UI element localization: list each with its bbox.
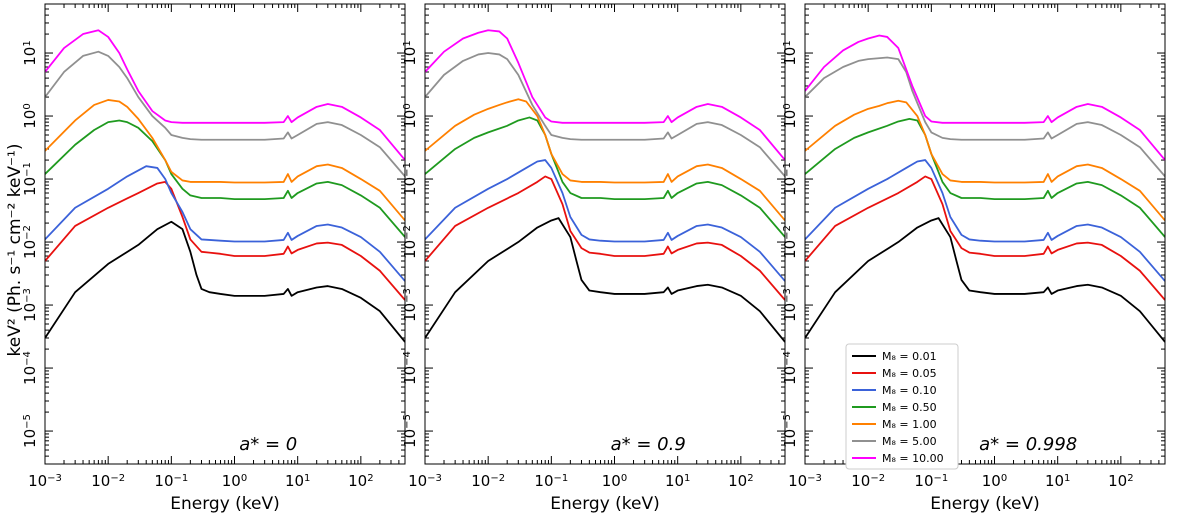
- series-line: [805, 56, 1165, 178]
- x-tick-label: 100: [602, 472, 627, 490]
- legend-box: [845, 343, 959, 470]
- y-axis-label: keV² (Ph. s⁻¹ cm⁻² keV⁻¹): [5, 144, 25, 357]
- y-tick-label: 10−5: [781, 414, 799, 448]
- series-line: [45, 220, 405, 343]
- y-tick-label: 10−1: [401, 162, 419, 196]
- x-tick-label: 101: [1045, 472, 1070, 490]
- y-tick-label: 10−2: [781, 225, 799, 259]
- y-tick-label: 100: [21, 103, 39, 128]
- y-tick-label: 10−3: [781, 288, 799, 322]
- legend-label: M₈ = 0.10: [882, 384, 937, 397]
- series-line: [425, 52, 785, 178]
- panel-frame: [804, 3, 1166, 465]
- series-line: [425, 217, 785, 343]
- x-tick-label: 10−3: [28, 472, 62, 490]
- x-tick-label: 102: [348, 472, 373, 490]
- series-group: [425, 29, 785, 343]
- y-tick-label: 10−1: [781, 162, 799, 196]
- y-tick-label: 10−4: [401, 351, 419, 385]
- series-line: [425, 29, 785, 161]
- y-tick-label: 10−3: [401, 288, 419, 322]
- panel-frame: [424, 3, 786, 465]
- series-line: [805, 34, 1165, 161]
- panel-frame: [44, 3, 406, 465]
- panel-2: 10−3 10−2 10−1 100 101 102 10−5 10−4 10−3 10−2 10−…: [401, 3, 786, 514]
- series-line: [425, 175, 785, 301]
- y-tick-label: 101: [781, 40, 799, 65]
- x-tick-label: 10−2: [91, 472, 125, 490]
- y-tick-label: 10−5: [401, 414, 419, 448]
- legend-label: M₈ = 0.50: [882, 401, 937, 414]
- panel-annotation: a* = 0: [239, 434, 297, 455]
- y-tick-label: 101: [401, 40, 419, 65]
- y-tick-label: 100: [401, 103, 419, 128]
- y-tick-label: 10−2: [401, 225, 419, 259]
- series-group: [45, 29, 405, 343]
- y-tick-label: 10−4: [21, 351, 39, 385]
- panel-3: 10−3 10−2 10−1 100 101 102 10−5 10−4 10−3 10−2 10−…: [781, 3, 1166, 514]
- x-tick-label: 10−1: [154, 472, 188, 490]
- y-tick-label: 101: [21, 40, 39, 65]
- x-tick-label: 102: [728, 472, 753, 490]
- x-tick-label: 10−2: [471, 472, 505, 490]
- chart-root: 10−3 10−2 10−1 100 101 102 10−5 10−4 10−3 10−2 10−…: [21, 3, 1166, 514]
- y-tick-label: 100: [781, 103, 799, 128]
- x-tick-label: 100: [982, 472, 1007, 490]
- panel-annotation: a* = 0.998: [979, 434, 1077, 455]
- x-tick-label: 10−2: [851, 472, 885, 490]
- series-line: [805, 175, 1165, 301]
- series-line: [45, 50, 405, 178]
- legend: M₈ = 0.01 M₈ = 0.05 M₈ = 0.10 M₈ = 0.50 M₈ =…: [845, 343, 959, 470]
- series-line: [425, 98, 785, 222]
- x-tick-label: 100: [222, 472, 247, 490]
- series-line: [45, 119, 405, 238]
- series-line: [45, 165, 405, 282]
- legend-label: M₈ = 0.05: [882, 367, 937, 380]
- x-tick-label: 10−3: [408, 472, 442, 490]
- x-axis-label: Energy (keV): [170, 494, 280, 514]
- series-line: [805, 217, 1165, 343]
- series-line: [805, 159, 1165, 282]
- legend-label: M₈ = 10.00: [882, 452, 944, 465]
- series-line: [45, 181, 405, 301]
- series-line: [805, 118, 1165, 238]
- x-axis-label: Energy (keV): [550, 494, 660, 514]
- x-tick-label: 10−1: [914, 472, 948, 490]
- legend-label: M₈ = 1.00: [882, 418, 937, 431]
- x-tick-label: 102: [1108, 472, 1133, 490]
- series-group: [805, 34, 1165, 343]
- y-tick-label: 10−5: [21, 414, 39, 448]
- series-line: [425, 159, 785, 282]
- x-tick-label: 10−1: [534, 472, 568, 490]
- series-line: [45, 29, 405, 161]
- panel-1: 10−3 10−2 10−1 100 101 102 10−5 10−4 10−3 10−2 10−…: [21, 3, 406, 514]
- series-line: [425, 116, 785, 238]
- x-axis-label: Energy (keV): [930, 494, 1040, 514]
- panel-annotation: a* = 0.9: [611, 434, 686, 455]
- y-tick-label: 10−3: [21, 288, 39, 322]
- y-tick-label: 10−2: [21, 225, 39, 259]
- y-tick-label: 10−1: [21, 162, 39, 196]
- x-tick-label: 10−3: [788, 472, 822, 490]
- y-tick-label: 10−4: [781, 351, 799, 385]
- x-tick-label: 101: [285, 472, 310, 490]
- legend-label: M₈ = 0.01: [882, 350, 937, 363]
- legend-label: M₈ = 5.00: [882, 435, 937, 448]
- series-line: [45, 99, 405, 222]
- series-line: [805, 99, 1165, 222]
- x-tick-label: 101: [665, 472, 690, 490]
